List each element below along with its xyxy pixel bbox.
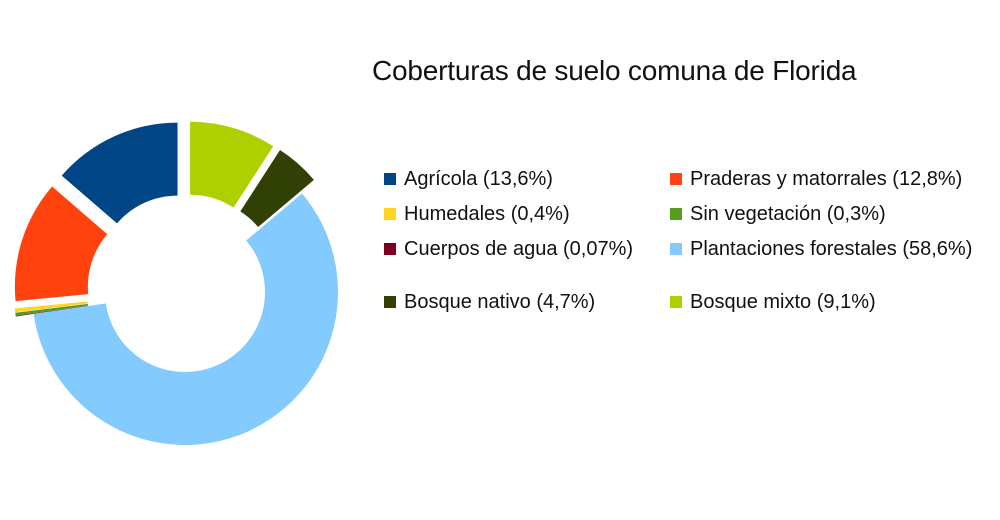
legend-label: Bosque nativo (4,7%) bbox=[404, 291, 596, 313]
legend-swatch bbox=[670, 296, 682, 308]
slice-agrícola bbox=[61, 122, 178, 224]
donut-chart bbox=[14, 121, 338, 445]
legend-swatch bbox=[384, 208, 396, 220]
legend-label: Agrícola (13,6%) bbox=[404, 168, 553, 190]
legend-swatch bbox=[670, 243, 682, 255]
legend-item: Bosque nativo (4,7%) bbox=[384, 289, 654, 315]
legend-swatch bbox=[670, 173, 682, 185]
legend-label: Plantaciones forestales (58,6%) bbox=[690, 238, 973, 260]
legend-swatch bbox=[384, 296, 396, 308]
legend-label: Sin vegetación (0,3%) bbox=[690, 203, 886, 225]
slice-sin-vegetación bbox=[15, 303, 88, 316]
legend-label: Cuerpos de agua (0,07%) bbox=[404, 238, 634, 260]
chart-title: Coberturas de suelo comuna de Florida bbox=[372, 55, 857, 86]
legend-swatch bbox=[384, 243, 396, 255]
legend-swatch bbox=[670, 208, 682, 220]
legend-item: Humedales (0,4%) bbox=[384, 201, 654, 227]
legend-label: Bosque mixto (9,1%) bbox=[690, 291, 876, 313]
legend-item: Cuerpos de agua (0,07%) bbox=[384, 236, 654, 262]
legend-item: Sin vegetación (0,3%) bbox=[670, 201, 990, 227]
chart-legend: Agrícola (13,6%) Praderas y matorrales (1… bbox=[384, 166, 994, 326]
slice-cuerpos-de-agua bbox=[15, 305, 89, 317]
slice-plantaciones-forestales bbox=[33, 193, 338, 445]
slice-bosque-mixto bbox=[190, 121, 274, 208]
legend-item: Plantaciones forestales (58,6%) bbox=[670, 236, 990, 262]
legend-item: Praderas y matorrales (12,8%) bbox=[670, 166, 990, 192]
legend-label: Praderas y matorrales (12,8%) bbox=[690, 168, 963, 190]
slice-praderas-y-matorrales bbox=[14, 186, 108, 302]
legend-label: Humedales (0,4%) bbox=[404, 203, 570, 225]
slice-bosque-nativo bbox=[240, 150, 314, 227]
slice-humedales bbox=[14, 301, 88, 313]
legend-item: Agrícola (13,6%) bbox=[384, 166, 654, 192]
legend-item: Bosque mixto (9,1%) bbox=[670, 289, 990, 315]
legend-swatch bbox=[384, 173, 396, 185]
